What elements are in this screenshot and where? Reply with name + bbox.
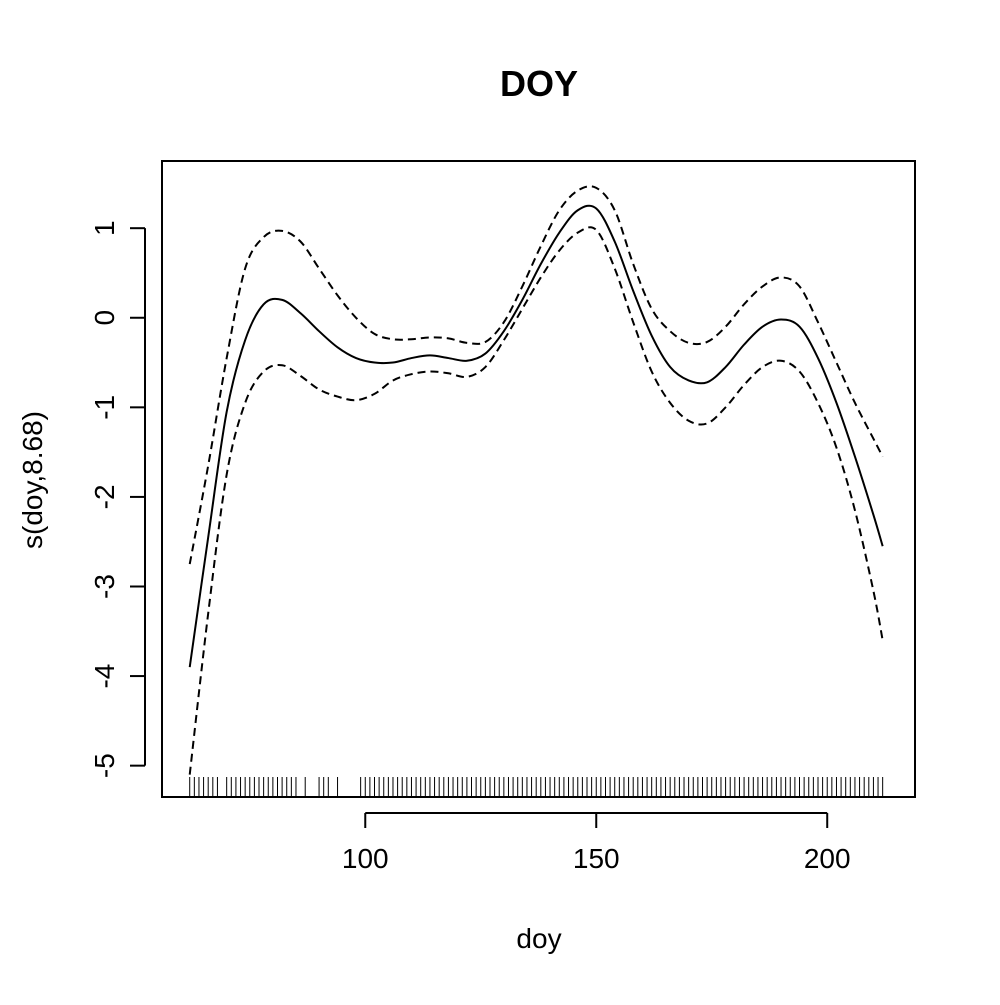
y-tick-label: -1 bbox=[89, 395, 120, 420]
y-tick-label: -4 bbox=[89, 664, 120, 689]
y-tick-label: 1 bbox=[89, 220, 120, 236]
y-tick-label: 0 bbox=[89, 310, 120, 326]
y-axis: -5 -4 -3 -2 -1 0 1 bbox=[89, 220, 146, 778]
y-tick-label: -3 bbox=[89, 574, 120, 599]
rug-layer bbox=[189, 777, 884, 797]
series-layer bbox=[188, 185, 884, 775]
x-axis-label: doy bbox=[516, 923, 561, 954]
smooth-fit-line bbox=[188, 204, 884, 668]
plot-frame bbox=[161, 160, 916, 798]
y-axis-label: s(doy,8.68) bbox=[17, 411, 48, 549]
x-tick-label: 200 bbox=[804, 843, 851, 874]
x-tick-label: 150 bbox=[573, 843, 620, 874]
x-axis: 100 150 200 bbox=[342, 812, 851, 874]
y-tick-label: -2 bbox=[89, 484, 120, 509]
lower-ci-line bbox=[188, 226, 884, 775]
y-tick-label: -5 bbox=[89, 753, 120, 778]
x-tick-label: 100 bbox=[342, 843, 389, 874]
upper-ci-line bbox=[188, 185, 884, 565]
chart-title: DOY bbox=[500, 63, 578, 104]
